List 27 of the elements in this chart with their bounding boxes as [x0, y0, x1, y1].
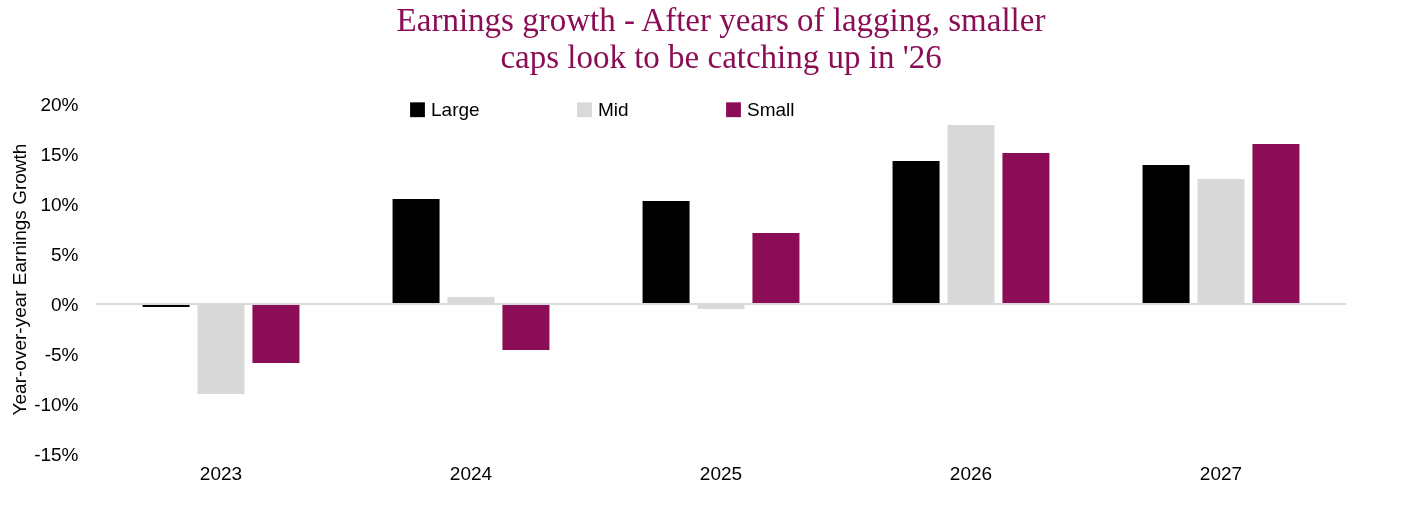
y-tick-label: 0% — [51, 293, 79, 315]
legend-label: Large — [431, 98, 480, 120]
bar — [1142, 165, 1190, 304]
x-tick-label: 2023 — [199, 462, 243, 484]
chart-title: Earnings growth - After years of lagging, smaller caps look to be catching up in '26 — [396, 2, 1046, 75]
legend-label: Mid — [598, 98, 629, 120]
y-axis-title: Year-over-year Earnings Growth — [9, 143, 31, 416]
y-tick-label: -10% — [34, 393, 79, 415]
bar — [502, 304, 550, 350]
legend-label: Small — [747, 98, 795, 120]
y-tick-label: 20% — [40, 93, 79, 115]
bar — [892, 161, 940, 304]
bar — [1252, 144, 1300, 304]
y-tick-label: 10% — [40, 193, 79, 215]
y-tick-label: 5% — [51, 243, 79, 265]
x-tick-label: 2024 — [449, 462, 493, 484]
bar — [252, 304, 300, 363]
y-tick-label: -15% — [34, 443, 79, 465]
y-tick-label: 15% — [40, 143, 79, 165]
x-tick-label: 2026 — [949, 462, 993, 484]
x-tick-label: 2025 — [699, 462, 743, 484]
y-tick-label: -5% — [44, 343, 79, 365]
bar — [642, 201, 690, 304]
bar — [1002, 153, 1050, 304]
bar — [752, 233, 800, 304]
x-tick-label: 2027 — [1199, 462, 1243, 484]
bar — [392, 199, 440, 304]
